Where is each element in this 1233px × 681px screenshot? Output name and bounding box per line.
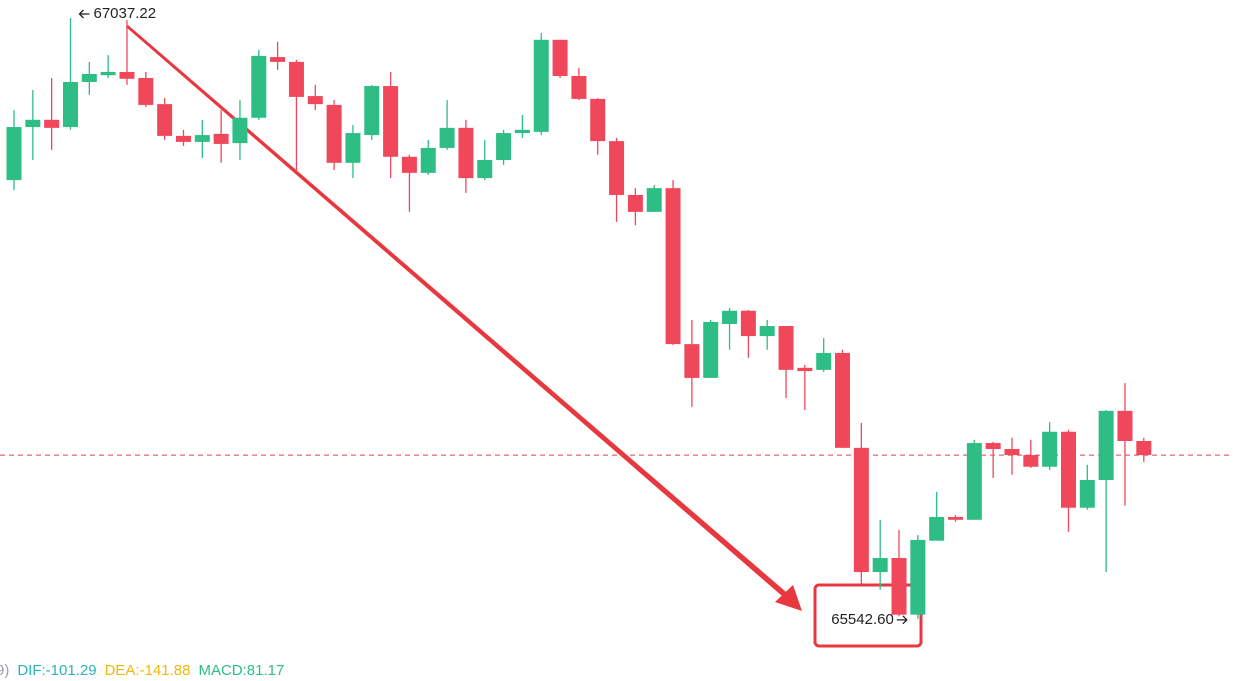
candle-body xyxy=(232,117,248,144)
candle-body xyxy=(62,82,78,128)
candle-body xyxy=(684,344,700,378)
candle-body xyxy=(1042,431,1058,467)
candle-body xyxy=(288,61,304,97)
candle-body xyxy=(138,77,154,105)
candle-body xyxy=(477,159,493,179)
candle-body xyxy=(665,188,681,345)
candle-body xyxy=(929,516,945,541)
candle-body xyxy=(835,352,851,448)
candle-body xyxy=(270,57,286,62)
candle-body xyxy=(25,119,41,128)
candle-body xyxy=(872,557,888,573)
candle-body xyxy=(345,133,361,163)
candle-body xyxy=(891,557,907,615)
candle-body xyxy=(496,133,512,160)
candle-body xyxy=(194,135,210,142)
candle-body xyxy=(44,119,60,128)
max-arrow xyxy=(78,9,90,19)
candle-body xyxy=(966,443,982,520)
candle-body xyxy=(364,86,380,136)
candle-body xyxy=(458,127,474,179)
min-label: 65542.60 xyxy=(831,611,894,628)
candle-body xyxy=(816,352,832,370)
candle-body xyxy=(213,133,229,144)
candle-body xyxy=(1023,455,1039,467)
candle-body xyxy=(853,447,869,573)
candle-body xyxy=(703,322,719,378)
candle-body xyxy=(778,326,794,370)
candle-body xyxy=(514,129,530,134)
candle-body xyxy=(401,156,417,173)
candle-body xyxy=(307,96,323,105)
candle-body xyxy=(439,127,455,148)
indicator-label: MACD:81.17 xyxy=(198,662,284,679)
candle-body xyxy=(627,194,643,212)
candle-body xyxy=(6,127,22,181)
indicator-label: DEA:-141.88 xyxy=(105,662,191,679)
min-arrow xyxy=(896,615,908,625)
candle-body xyxy=(326,104,342,163)
candle-body xyxy=(1079,479,1095,508)
candle-body xyxy=(722,310,738,325)
candle-body xyxy=(1098,410,1114,480)
candle-body xyxy=(175,135,191,142)
trend-arrow-head xyxy=(775,585,802,611)
candle-body xyxy=(533,39,549,132)
candle-body xyxy=(1136,441,1152,456)
indicator-label: DIF:-101.29 xyxy=(17,662,96,679)
candle-body xyxy=(251,55,267,118)
candle-body xyxy=(609,141,625,195)
candle-body xyxy=(910,539,926,615)
candle-body xyxy=(157,104,173,136)
candle-body xyxy=(759,326,775,337)
candle-body xyxy=(81,73,97,83)
candle-body xyxy=(100,71,116,76)
candle-body xyxy=(740,310,756,337)
candle-body xyxy=(1060,431,1076,508)
highlight-box xyxy=(813,583,923,648)
candle-body xyxy=(552,39,568,76)
candle-body xyxy=(985,443,1001,450)
candle-body xyxy=(948,516,963,520)
trend-arrow-shaft xyxy=(126,25,793,602)
max-label: 67037.22 xyxy=(93,5,156,22)
candle-body xyxy=(119,71,135,79)
candle-body xyxy=(797,367,813,372)
candle-body xyxy=(1117,410,1133,442)
indicator-label: 9) xyxy=(0,662,9,679)
candle-body xyxy=(420,147,436,173)
candle-body xyxy=(646,188,662,212)
candle-body xyxy=(590,98,606,142)
candle-body xyxy=(383,86,399,157)
candle-body xyxy=(1004,449,1020,456)
candle-body xyxy=(571,75,587,99)
